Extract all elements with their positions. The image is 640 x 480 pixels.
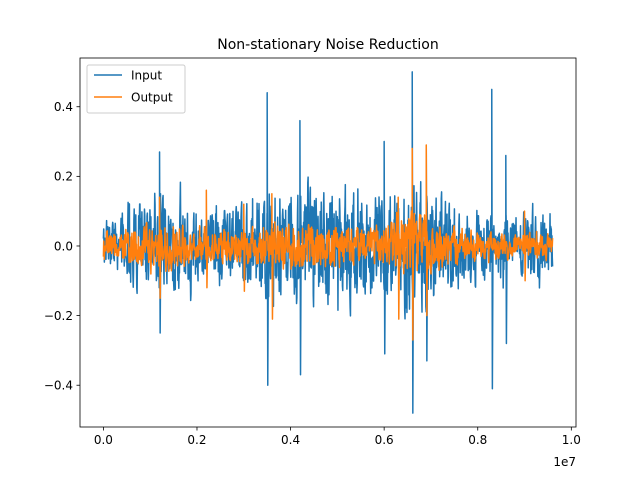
x-tick-label: 0.4 bbox=[281, 433, 300, 447]
y-axis: −0.4 −0.2 0.0 0.2 0.4 bbox=[44, 100, 80, 393]
x-tick-label: 0.6 bbox=[375, 433, 394, 447]
axes-frame bbox=[79, 57, 577, 428]
y-tick-label: −0.2 bbox=[44, 309, 73, 323]
legend-label-output: Output bbox=[131, 91, 173, 105]
series-line-output bbox=[102, 144, 554, 341]
y-tick-label: 0.4 bbox=[54, 100, 73, 114]
legend-label-input: Input bbox=[131, 69, 162, 83]
x-tick-label: 0.0 bbox=[94, 433, 113, 447]
x-tick-label: 0.8 bbox=[468, 433, 487, 447]
chart-title: Non-stationary Noise Reduction bbox=[217, 37, 438, 53]
x-axis-offset-label: 1e7 bbox=[553, 455, 576, 469]
y-tick-label: −0.4 bbox=[44, 379, 73, 393]
legend-box bbox=[86, 64, 186, 114]
plot-area bbox=[102, 71, 554, 414]
series-layer bbox=[102, 71, 554, 414]
x-axis: 0.0 0.2 0.4 0.6 0.8 1.0 bbox=[94, 427, 581, 447]
y-tick-label: 0.0 bbox=[54, 239, 73, 253]
x-tick-label: 0.2 bbox=[187, 433, 206, 447]
legend: Input Output bbox=[86, 64, 186, 114]
y-tick-label: 0.2 bbox=[54, 170, 73, 184]
x-tick-label: 1.0 bbox=[562, 433, 581, 447]
